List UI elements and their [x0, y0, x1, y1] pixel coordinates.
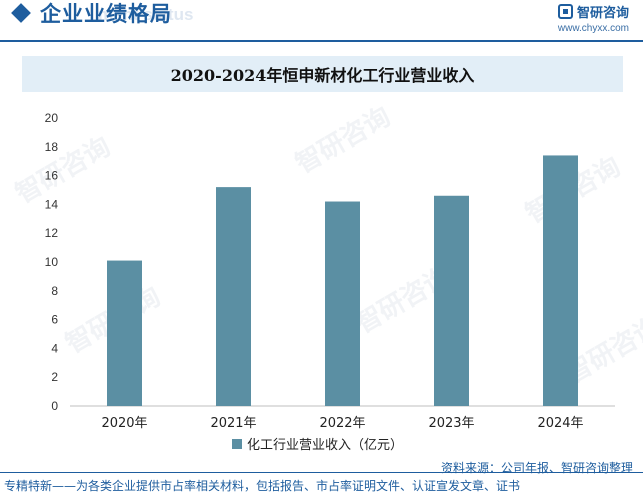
bar: [107, 260, 142, 406]
chart-title-bar: 2020-2024年恒申新材化工行业营业收入: [22, 56, 623, 92]
y-tick-label: 12: [45, 226, 59, 240]
legend-label: 化工行业营业收入（亿元）: [247, 438, 403, 453]
legend-swatch: [232, 439, 242, 449]
x-tick-label: 2024年: [537, 416, 583, 431]
x-tick-label: 2021年: [210, 416, 256, 431]
y-tick-label: 16: [45, 169, 59, 183]
y-tick-label: 14: [45, 197, 59, 211]
header: ment status 企业业绩格局 智研咨询 www.chyxx.com: [0, 0, 643, 44]
y-tick-label: 10: [45, 255, 59, 269]
y-tick-label: 4: [51, 341, 58, 355]
y-tick-label: 8: [51, 284, 58, 298]
brand-name: 智研咨询: [576, 6, 629, 21]
y-tick-label: 18: [45, 140, 59, 154]
x-tick-label: 2022年: [319, 416, 365, 431]
y-tick-label: 6: [51, 313, 58, 327]
bar: [434, 195, 469, 406]
brand-url: www.chyxx.com: [557, 23, 629, 34]
section-title-ghost: ment status: [98, 5, 194, 24]
source-text: 资料来源：公司年报、智研咨询整理: [440, 461, 633, 475]
brand: 智研咨询 www.chyxx.com: [558, 2, 629, 34]
bar: [325, 201, 360, 406]
chart-title: 2020-2024年恒申新材化工行业营业收入: [170, 66, 475, 85]
bar: [216, 187, 251, 406]
x-tick-label: 2023年: [428, 416, 474, 431]
y-tick-label: 0: [51, 399, 58, 413]
bar: [543, 155, 578, 406]
section-title: 企业业绩格局: [40, 2, 172, 26]
footer-note: 专精特新——为各类企业提供市占率相关材料，包括报告、市占率证明文件、认证宣发文章…: [4, 479, 521, 493]
footer-rule: [0, 472, 643, 473]
x-tick-label: 2020年: [101, 416, 147, 431]
header-rule: [0, 40, 643, 42]
y-tick-label: 20: [45, 111, 59, 125]
brand-logo-icon: [557, 4, 573, 19]
y-tick-label: 2: [51, 370, 58, 384]
